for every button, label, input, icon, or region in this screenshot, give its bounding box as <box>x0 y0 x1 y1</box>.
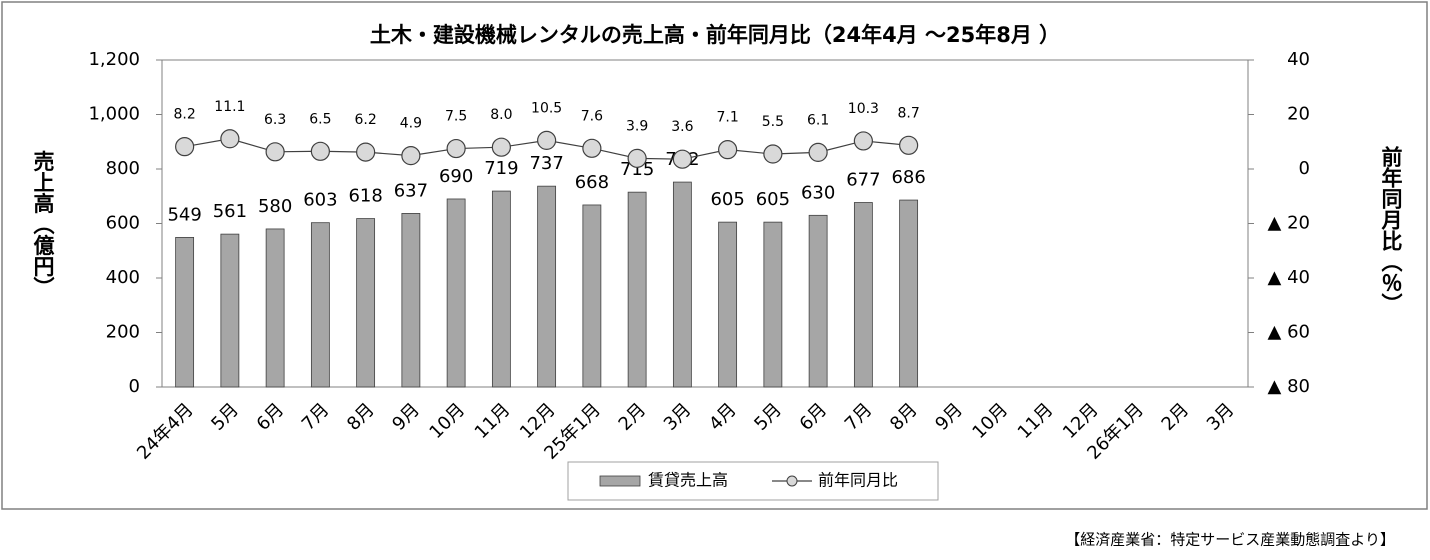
bar-value-label: 580 <box>258 196 292 217</box>
line-value-label: 6.3 <box>264 112 286 128</box>
bar-value-label: 690 <box>439 166 473 187</box>
bar <box>627 191 647 388</box>
bar <box>808 214 828 388</box>
line-value-label: 8.7 <box>897 105 919 121</box>
bar-value-label: 603 <box>303 190 337 211</box>
source-note: 【経済産業省：特定サービス産業動態調査より】 <box>1065 531 1395 549</box>
y2-axis-title: 前年同月比（％） <box>1379 145 1404 314</box>
line-value-label: 7.1 <box>716 110 738 126</box>
bar <box>310 222 330 388</box>
bar <box>220 233 240 388</box>
y2-tick-label: ▲ 80 <box>1268 376 1310 397</box>
bar-value-label: 677 <box>846 170 880 191</box>
bar <box>537 185 557 388</box>
bar-value-label: 605 <box>756 189 790 210</box>
line-marker <box>899 135 919 155</box>
bar-value-label: 737 <box>529 153 563 174</box>
line-marker <box>718 140 738 160</box>
bar <box>763 221 783 388</box>
line-marker <box>853 131 873 151</box>
legend-marker <box>786 475 798 487</box>
line-value-label: 7.6 <box>581 108 603 124</box>
line-marker <box>310 141 330 161</box>
bar-value-label: 637 <box>394 180 428 201</box>
y2-tick-label: 20 <box>1287 104 1310 125</box>
bar <box>672 181 692 388</box>
bar-value-label: 686 <box>891 167 925 188</box>
y-tick-label: 400 <box>106 267 140 288</box>
y-tick-label: 600 <box>106 213 140 234</box>
bar-value-label: 668 <box>575 172 609 193</box>
line-marker <box>627 148 647 168</box>
bar <box>491 190 511 388</box>
line-value-label: 11.1 <box>214 99 245 115</box>
y-tick-label: 1,200 <box>88 49 140 70</box>
y-tick-label: 0 <box>129 376 140 397</box>
bar <box>446 198 466 388</box>
line-value-label: 6.5 <box>309 111 331 127</box>
legend-label: 前年同月比 <box>818 471 898 490</box>
y-tick-label: 800 <box>106 158 140 179</box>
line-value-label: 7.5 <box>445 109 467 125</box>
line-value-label: 8.2 <box>173 107 195 123</box>
line-value-label: 3.9 <box>626 118 648 134</box>
chart-title: 土木・建設機械レンタルの売上高・前年同月比（24年4月 ～25年8月 ） <box>370 23 1060 47</box>
line-marker <box>582 138 602 158</box>
y-tick-label: 200 <box>106 322 140 343</box>
line-marker <box>265 142 285 162</box>
line-marker <box>446 138 466 159</box>
line-marker <box>491 137 511 157</box>
bar <box>899 199 919 388</box>
y2-tick-label: ▲ 40 <box>1268 267 1310 288</box>
y-axis-title: 売上高（億円） <box>31 151 55 298</box>
line-marker <box>763 144 783 164</box>
line-value-label: 4.9 <box>400 116 422 132</box>
line-value-label: 10.5 <box>531 100 562 116</box>
bar-value-label: 715 <box>620 159 654 180</box>
line-marker <box>537 130 557 150</box>
bar <box>718 221 738 388</box>
bar-value-label: 561 <box>213 201 247 222</box>
bar-value-label: 605 <box>710 189 744 210</box>
bar <box>401 213 421 388</box>
y2-tick-label: ▲ 60 <box>1268 322 1310 343</box>
bar-value-label: 719 <box>484 158 518 179</box>
line-value-label: 3.6 <box>671 119 693 135</box>
line-marker <box>220 129 240 149</box>
line-value-label: 6.2 <box>354 112 376 128</box>
bar <box>853 202 873 388</box>
bar-value-label: 618 <box>348 186 382 207</box>
y2-tick-label: 0 <box>1299 158 1310 179</box>
line-marker <box>401 146 421 166</box>
line-value-label: 10.3 <box>848 101 879 117</box>
line-value-label: 8.0 <box>490 107 512 123</box>
y-tick-label: 1,000 <box>88 104 140 125</box>
bar-value-label: 630 <box>801 182 835 203</box>
chart-frame <box>1 1 1428 510</box>
line-marker <box>808 142 828 162</box>
bar <box>175 236 195 388</box>
bar <box>265 228 285 388</box>
bar-value-label: 549 <box>167 204 201 225</box>
bar <box>356 218 376 388</box>
line-marker <box>672 149 692 169</box>
line-marker <box>356 142 376 162</box>
y2-tick-label: 40 <box>1287 49 1310 70</box>
y2-tick-label: ▲ 20 <box>1268 213 1310 234</box>
legend-swatch <box>599 475 641 487</box>
bar <box>582 204 602 388</box>
line-marker <box>175 137 195 157</box>
legend-label: 賃貸売上高 <box>648 471 728 490</box>
line-value-label: 6.1 <box>807 112 829 128</box>
line-value-label: 5.5 <box>762 114 784 130</box>
